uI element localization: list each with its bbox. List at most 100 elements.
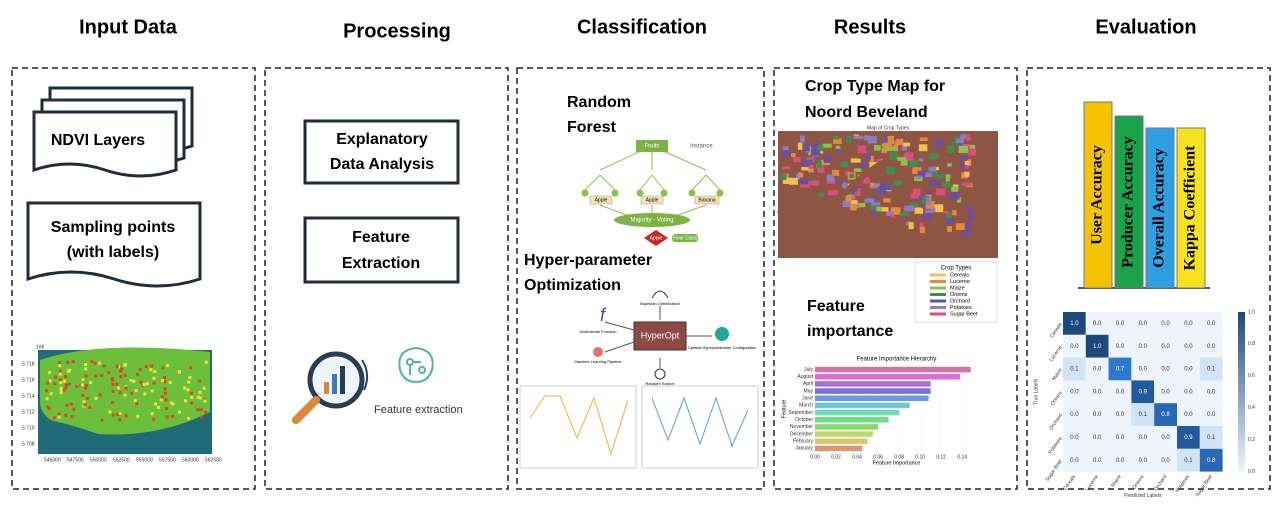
field: [136, 414, 140, 418]
field: [186, 416, 190, 420]
metric-bar: [1114, 115, 1144, 289]
map-xtick: 562500: [205, 457, 222, 463]
field: [896, 138, 904, 146]
heading: Evaluation: [1095, 16, 1196, 38]
field: [936, 174, 945, 179]
field: [165, 406, 169, 410]
y-tick-label: December: [790, 431, 813, 437]
cm-cell: [1154, 448, 1177, 472]
legend-label: Orchard: [950, 298, 970, 304]
fi-chart-title: Feature Importance Hierarchy: [857, 357, 937, 363]
heading: Classification: [577, 16, 707, 38]
cm-cell: [1131, 426, 1155, 449]
cm-value: 0.0: [1161, 435, 1170, 441]
field: [822, 143, 832, 148]
rf-title: Forest: [567, 119, 617, 136]
y-tick-label: August: [797, 374, 813, 380]
cm-cell: [1154, 380, 1177, 404]
field: [68, 368, 72, 372]
field: [880, 182, 886, 191]
field: [111, 383, 115, 387]
field: [893, 180, 903, 186]
field: [886, 211, 894, 216]
field: [64, 386, 68, 390]
legend-title: Crop Types: [941, 266, 972, 272]
field: [908, 222, 914, 230]
eda-label: Data Analysis: [330, 156, 434, 173]
field: [802, 159, 813, 166]
field: [812, 180, 820, 186]
cm-value: 0.0: [1161, 344, 1170, 350]
cm-cell: [1154, 334, 1177, 358]
panel: [264, 67, 509, 490]
field: [890, 207, 901, 215]
field: [840, 161, 849, 168]
field: [136, 372, 140, 376]
field: [202, 386, 206, 390]
field: [919, 222, 924, 230]
field: [133, 399, 137, 403]
panel: [773, 67, 1018, 490]
cm-value: 0.0: [1093, 412, 1102, 418]
field: [883, 136, 889, 143]
fi-title: importance: [807, 323, 893, 340]
field: [949, 191, 960, 200]
cm-row-label: Onions: [1050, 390, 1064, 407]
cm-value: 1.0: [1093, 344, 1102, 350]
cm-cell: [1177, 403, 1200, 426]
cm-value: 0.0: [1207, 389, 1216, 395]
field: [901, 144, 907, 151]
field: [145, 382, 149, 386]
field: [69, 402, 73, 406]
field: [84, 367, 88, 371]
field: [919, 137, 928, 142]
cm-row-label: Orchard: [1048, 413, 1063, 431]
cm-value: 0.0: [1116, 389, 1125, 395]
field: [873, 144, 881, 151]
field: [930, 180, 940, 186]
ndvi-map: 545000 547500 550000 552500 555000 557500 5600…: [22, 344, 222, 463]
doc-box: [26, 201, 202, 288]
field: [198, 390, 202, 394]
field: [197, 379, 201, 383]
field: [952, 210, 957, 216]
cm-cell: [1085, 403, 1109, 426]
map-xtick: 557500: [159, 457, 176, 463]
field: [813, 140, 819, 145]
rf-text: Apple: [650, 235, 663, 241]
fe-label: Feature: [352, 229, 410, 246]
field: [870, 182, 875, 187]
field: [164, 398, 168, 402]
field: [903, 155, 914, 161]
field: [177, 410, 181, 414]
field: [204, 360, 208, 364]
field: [900, 160, 908, 166]
cm-cell: [1177, 426, 1200, 449]
rf-text: Instance: [690, 144, 713, 150]
field: [187, 380, 191, 384]
cm-cell: [1131, 448, 1155, 472]
cm-row-label: Lucerne: [1048, 344, 1063, 362]
cbar-tick: 0.4: [1248, 405, 1255, 411]
field: [168, 381, 172, 385]
heading: Results: [834, 16, 906, 38]
field: [782, 166, 791, 170]
field: [163, 380, 167, 384]
field: [190, 395, 194, 399]
field: [196, 395, 200, 399]
x-tick-label: 0.10: [915, 454, 925, 460]
confusion-matrix: 1.0 0.0 0.0 0.0 0.0 0.0 0.0 0.0 1.0 0.0 0.0 0.0 0.0 0…: [1033, 309, 1255, 499]
field: [152, 376, 156, 380]
field: [846, 135, 852, 144]
field: [967, 206, 973, 211]
field: [832, 169, 840, 176]
cm-cell: [1177, 448, 1200, 472]
field: [117, 386, 121, 390]
field: [945, 212, 953, 220]
hp-arrows: [604, 306, 712, 368]
field: [961, 227, 971, 236]
bar: [815, 381, 931, 387]
field: [63, 379, 67, 383]
field: [951, 186, 959, 194]
y-tick-label: May: [804, 388, 814, 394]
